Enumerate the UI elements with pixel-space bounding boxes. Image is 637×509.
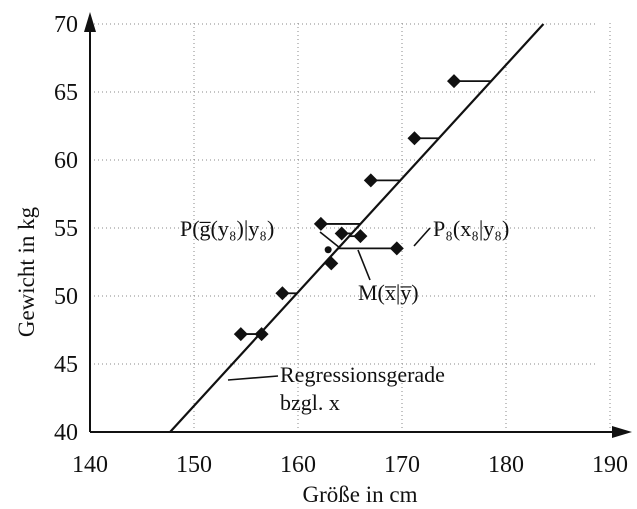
- axes: [84, 12, 632, 438]
- data-point: [363, 173, 378, 188]
- annotation-p-g: P(g̅(y₈)|y₈): [180, 216, 274, 241]
- regression-line: [169, 23, 545, 433]
- gridlines: [90, 20, 611, 432]
- y-tick-labels: 40 45 50 55 60 65 70: [54, 12, 78, 446]
- annotation-regression: Regressionsgerade: [280, 362, 445, 387]
- annotation-leaders: [227, 227, 431, 381]
- x-tick-label: 160: [280, 452, 316, 478]
- x-axis-title: Größe in cm: [303, 482, 418, 507]
- x-tick-label: 150: [176, 452, 212, 478]
- data-point: [407, 131, 422, 146]
- y-axis-arrow: [84, 12, 96, 32]
- y-axis-title: Gewicht in kg: [14, 206, 39, 337]
- y-tick-label: 45: [54, 352, 78, 378]
- data-point: [389, 241, 404, 256]
- x-tick-labels: 140 150 160 170 180 190: [72, 452, 628, 478]
- data-point: [353, 229, 368, 244]
- data-point: [447, 74, 461, 89]
- x-tick-label: 190: [592, 452, 628, 478]
- data-point: [233, 327, 248, 342]
- y-tick-label: 60: [54, 148, 78, 174]
- x-tick-label: 170: [384, 452, 420, 478]
- y-tick-label: 40: [54, 420, 78, 446]
- x-axis-arrow: [612, 426, 632, 438]
- leader-p8: [413, 227, 431, 247]
- annotation-bzgl: bzgl. x: [280, 390, 340, 415]
- y-tick-label: 65: [54, 80, 78, 106]
- annotation-mean: M(x̅|y̅): [358, 280, 419, 305]
- data-point: [334, 226, 349, 241]
- x-tick-label: 180: [488, 452, 524, 478]
- data-points: [233, 74, 461, 342]
- data-point: [254, 327, 269, 342]
- y-tick-label: 55: [54, 216, 78, 242]
- leader-regression: [227, 375, 279, 381]
- mean-point: [324, 246, 332, 254]
- data-point: [324, 256, 339, 271]
- y-tick-label: 70: [54, 12, 78, 38]
- y-tick-label: 50: [54, 284, 78, 310]
- x-tick-label: 140: [72, 452, 108, 478]
- leader-p-g: [319, 231, 341, 249]
- data-point: [275, 286, 290, 301]
- leader-mean: [357, 249, 371, 281]
- annotation-p8: P₈(x₈|y₈): [433, 216, 509, 241]
- data-point: [313, 216, 328, 231]
